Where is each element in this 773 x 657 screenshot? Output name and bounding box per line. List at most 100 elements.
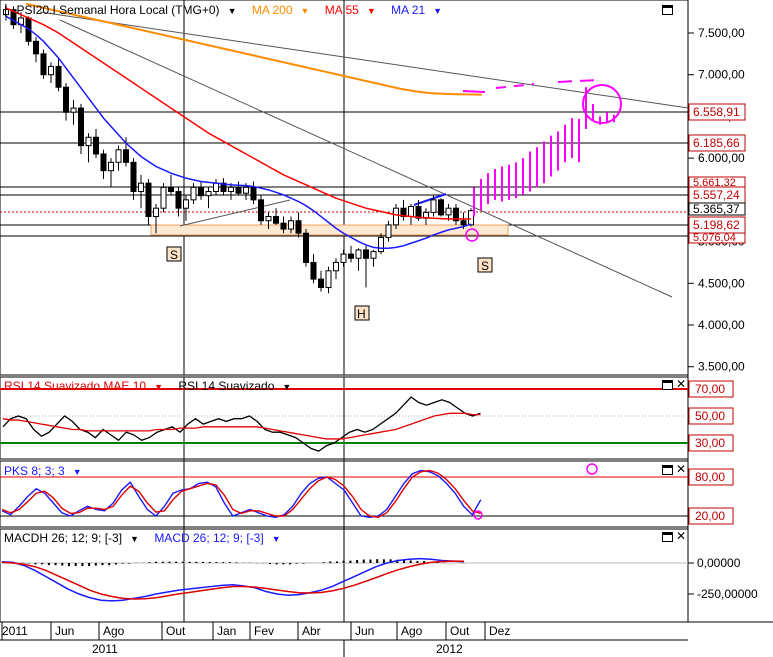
macd-tick-label: -250,00000 bbox=[697, 587, 758, 601]
candle-body bbox=[115, 149, 122, 163]
rsi-smooth-legend[interactable]: RSI 14 Suavizado ▼ bbox=[178, 379, 292, 393]
maximize-macd-button[interactable] bbox=[662, 532, 673, 542]
candle-body bbox=[190, 186, 197, 201]
trendline-neck[interactable] bbox=[179, 199, 291, 227]
candle-body bbox=[175, 191, 182, 209]
time-tick-label: Jan bbox=[217, 624, 236, 638]
ma200-projection bbox=[462, 90, 486, 93]
time-tick-label: Ago bbox=[103, 624, 125, 638]
candle-body bbox=[228, 186, 234, 193]
rsi-lines bbox=[2, 396, 481, 452]
candle-body bbox=[235, 186, 242, 194]
candle-body bbox=[363, 249, 369, 259]
candle-body bbox=[130, 161, 137, 193]
candle-body bbox=[333, 261, 339, 272]
macdh-legend[interactable]: MACDH 26; 12; 9; [-3] ▼ bbox=[4, 531, 139, 545]
maximize-price-panel-button[interactable] bbox=[662, 5, 673, 15]
price-tick-label: 7.000,00 bbox=[698, 68, 745, 82]
candle-body bbox=[468, 210, 474, 226]
candle-body bbox=[438, 199, 444, 216]
pks-ticks: 80,00 20,00 bbox=[688, 468, 734, 525]
candle-body bbox=[100, 153, 107, 172]
candle-body bbox=[213, 182, 219, 193]
candle-body bbox=[93, 136, 99, 155]
macd-legend: MACDH 26; 12; 9; [-3] ▼ MACD 26; 12; 9; [… bbox=[4, 530, 293, 546]
maximize-rsi-button[interactable] bbox=[662, 380, 673, 390]
instrument-title[interactable]: | PSI20.I Semanal Hora Local (TMG+0) ▼ bbox=[4, 3, 237, 17]
year-label: 2011 bbox=[92, 642, 118, 656]
candle-body bbox=[355, 249, 362, 259]
pks-tick-box bbox=[688, 507, 734, 525]
rsi-ticks: 70,00 50,00 30,00 bbox=[688, 380, 734, 452]
pks-marker-circle bbox=[586, 463, 598, 475]
candle-body bbox=[198, 186, 204, 197]
pattern-annotations: S S H bbox=[166, 246, 493, 321]
ma21-legend[interactable]: MA 21 ▼ bbox=[391, 3, 443, 17]
ma55-legend[interactable]: MA 55 ▼ bbox=[324, 3, 376, 17]
rsi-tick-label: 70,00 bbox=[695, 382, 725, 396]
close-macd-icon[interactable]: ✕ bbox=[676, 529, 687, 543]
rsi-tick-box bbox=[688, 434, 734, 452]
rsi-legend: RSI 14 Suavizado MAE 10 ▼ RSI 14 Suavizad… bbox=[4, 378, 303, 394]
price-labels: 6.558,91 6.185,66 5.661,32 5.557,24 5.36… bbox=[688, 103, 746, 244]
price-tick-label: 7.500,00 bbox=[698, 26, 745, 40]
ma200-legend[interactable]: MA 200 ▼ bbox=[251, 3, 310, 17]
time-tick-label: Jun bbox=[55, 624, 74, 638]
time-tick-label: Dez bbox=[489, 624, 510, 638]
pks-tick-box bbox=[688, 468, 734, 486]
candle-body bbox=[33, 40, 39, 55]
time-tick-label: Jun bbox=[355, 624, 374, 638]
pks-title[interactable]: PKS 8; 3; 3 ▼ bbox=[4, 464, 82, 478]
time-tick-label: Abr bbox=[302, 624, 321, 638]
candle-body bbox=[385, 224, 392, 238]
trendline-long[interactable] bbox=[39, 11, 689, 109]
ma200-projection bbox=[557, 79, 599, 83]
candle-body bbox=[303, 232, 309, 263]
time-tick-label: Out bbox=[450, 624, 470, 638]
candle-body bbox=[415, 206, 422, 219]
price-axis[interactable] bbox=[688, 0, 773, 622]
price-legend: | PSI20.I Semanal Hora Local (TMG+0) ▼ MA… bbox=[4, 2, 454, 18]
ma200-line bbox=[25, 2, 482, 96]
price-tick-label: 6.000,00 bbox=[698, 151, 745, 165]
candle-body bbox=[123, 149, 129, 163]
rsi-tick-label: 50,00 bbox=[695, 409, 725, 423]
pks-d-line bbox=[1, 469, 482, 519]
candle-body bbox=[295, 220, 302, 234]
ma200-projection bbox=[495, 83, 535, 89]
candle-body bbox=[3, 9, 9, 16]
time-tick-label: Fev bbox=[254, 624, 274, 638]
macd-lines bbox=[1, 557, 465, 602]
close-pks-icon[interactable]: ✕ bbox=[676, 462, 687, 476]
rsi-mae-legend[interactable]: RSI 14 Suavizado MAE 10 ▼ bbox=[4, 379, 163, 393]
time-axis-months: 2011 Jun Ago Out Jan Fev Abr Jun Ago Out Dez bbox=[1, 622, 510, 640]
maximize-pks-button[interactable] bbox=[662, 465, 673, 475]
trendline-blue[interactable] bbox=[413, 193, 447, 206]
rsi-tick-box bbox=[688, 380, 734, 398]
ma21-line bbox=[5, 15, 472, 249]
candles[interactable] bbox=[3, 3, 474, 294]
pks-tick-label: 20,00 bbox=[695, 509, 725, 523]
candle-body bbox=[55, 65, 62, 88]
candle-body bbox=[265, 216, 272, 222]
candle-body bbox=[273, 216, 279, 224]
candle-body bbox=[393, 207, 399, 226]
candle-body bbox=[378, 236, 384, 253]
year-label: 2012 bbox=[436, 642, 463, 656]
candle-body bbox=[460, 220, 467, 226]
trendline-down[interactable] bbox=[59, 19, 673, 298]
candle-body bbox=[40, 53, 47, 76]
candle-body bbox=[153, 207, 159, 218]
macd-legend-item[interactable]: MACD 26; 12; 9; [-3] ▼ bbox=[154, 531, 281, 545]
candle-body bbox=[160, 186, 167, 209]
candle-body bbox=[453, 207, 459, 222]
rsi-tick-box bbox=[688, 407, 734, 425]
candle-body bbox=[445, 207, 452, 216]
candle-body bbox=[168, 186, 174, 193]
candle-body bbox=[430, 199, 437, 213]
candle-body bbox=[138, 182, 144, 193]
rsi-tick-label: 30,00 bbox=[695, 436, 725, 450]
close-rsi-icon[interactable]: ✕ bbox=[676, 377, 687, 391]
rsi-mae-line bbox=[2, 412, 481, 440]
